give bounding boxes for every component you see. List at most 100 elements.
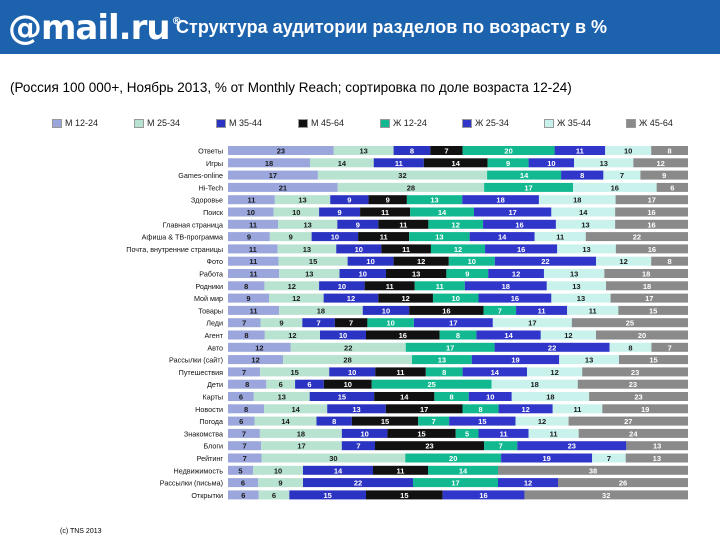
bar-segment — [333, 146, 394, 155]
bar-segment — [439, 330, 477, 340]
category-label: Работа — [199, 270, 223, 279]
bar-segment — [337, 219, 379, 229]
data-label: 11 — [500, 429, 508, 438]
bar-segment — [228, 367, 261, 377]
bar-segment — [540, 330, 596, 340]
data-label: 18 — [573, 196, 581, 205]
bar-segment — [555, 219, 616, 229]
data-label: 11 — [538, 306, 546, 315]
bar-segment — [393, 146, 431, 155]
data-label: 7 — [356, 442, 360, 451]
data-label: 7 — [317, 319, 321, 328]
bar-segment — [334, 318, 368, 328]
category-label: Агент — [204, 331, 223, 340]
data-label: 14 — [334, 466, 343, 475]
category-label: Рейтинг — [197, 454, 224, 463]
data-label: 9 — [247, 233, 251, 242]
bar-segment — [487, 158, 529, 168]
data-label: 11 — [386, 282, 394, 291]
bar-segment — [341, 441, 376, 451]
data-label: 8 — [580, 171, 584, 180]
bar-segment — [279, 269, 340, 278]
legend-label: Ж 45-64 — [639, 118, 673, 128]
bar-segment — [469, 232, 535, 242]
data-label: 10 — [338, 282, 346, 291]
bar-segment — [471, 355, 560, 365]
bar-segment — [290, 342, 406, 352]
data-label: 17 — [524, 183, 532, 192]
data-label: 10 — [486, 393, 494, 402]
data-label: 6 — [670, 183, 674, 192]
bar-segment — [494, 256, 596, 266]
bar-segment — [317, 170, 488, 180]
data-label: 12 — [251, 356, 259, 365]
legend-label: М 25-34 — [147, 118, 181, 128]
data-label: 10 — [355, 245, 363, 254]
data-label: 15 — [649, 356, 657, 365]
data-label: 17 — [648, 196, 656, 205]
bar-segment — [633, 158, 688, 168]
bar-segment — [478, 293, 552, 303]
bar-segment — [323, 379, 372, 389]
data-label: 7 — [620, 171, 624, 180]
data-label: 13 — [570, 270, 578, 279]
bar-segment — [449, 416, 516, 426]
data-label: 13 — [303, 245, 311, 254]
data-label: 12 — [288, 282, 296, 291]
data-label: 15 — [649, 306, 657, 315]
bar-segment — [640, 170, 688, 180]
data-label: 10 — [547, 159, 555, 168]
bar-segment — [656, 182, 688, 192]
bar-segment — [327, 404, 386, 414]
bar-segment — [339, 269, 386, 278]
data-label: 11 — [550, 429, 558, 438]
data-label: 20 — [504, 147, 512, 156]
bar-segment — [228, 146, 334, 155]
legend-swatch — [134, 118, 144, 128]
data-label: 11 — [250, 270, 258, 279]
bar-segment — [347, 256, 394, 266]
data-label: 19 — [641, 405, 649, 414]
data-label: 23 — [568, 442, 576, 451]
data-label: 7 — [242, 368, 246, 377]
category-label: Знакомства — [184, 429, 223, 438]
bar-segment — [228, 465, 253, 475]
bar-segment — [405, 342, 495, 352]
data-label: 18 — [642, 270, 650, 279]
bar-segment — [228, 379, 267, 389]
category-label: Игры — [206, 159, 223, 168]
bar-segment — [309, 392, 375, 401]
bar-segment — [596, 256, 652, 266]
bar-segment — [364, 281, 415, 291]
data-label: 11 — [249, 257, 257, 266]
data-label: 9 — [279, 319, 283, 328]
bar-segment — [615, 219, 688, 229]
data-label: 22 — [541, 257, 549, 266]
category-label: Дети — [207, 380, 223, 389]
bar-segment — [527, 367, 583, 377]
data-label: 14 — [338, 159, 347, 168]
bar-segment — [253, 392, 310, 401]
category-label: Леди — [206, 319, 223, 328]
data-label: 10 — [468, 257, 476, 266]
data-label: 8 — [668, 147, 672, 156]
category-label: Фото — [206, 257, 223, 266]
data-label: 16 — [479, 491, 487, 500]
bar-segment — [543, 269, 605, 278]
data-label: 10 — [360, 429, 368, 438]
data-label: 23 — [425, 442, 433, 451]
data-label: 16 — [647, 208, 655, 217]
bar-segment — [605, 146, 652, 155]
data-label: 13 — [352, 405, 360, 414]
data-label: 16 — [647, 220, 655, 229]
bar-segment — [228, 305, 280, 315]
bar-segment — [487, 170, 562, 180]
bar-segment — [615, 244, 688, 254]
data-label: 17 — [297, 442, 305, 451]
bar-segment — [264, 404, 328, 414]
data-label: 13 — [577, 294, 585, 303]
bar-segment — [269, 232, 312, 242]
data-label: 21 — [279, 183, 287, 192]
bar-segment — [582, 367, 688, 377]
data-label: 23 — [277, 147, 285, 156]
